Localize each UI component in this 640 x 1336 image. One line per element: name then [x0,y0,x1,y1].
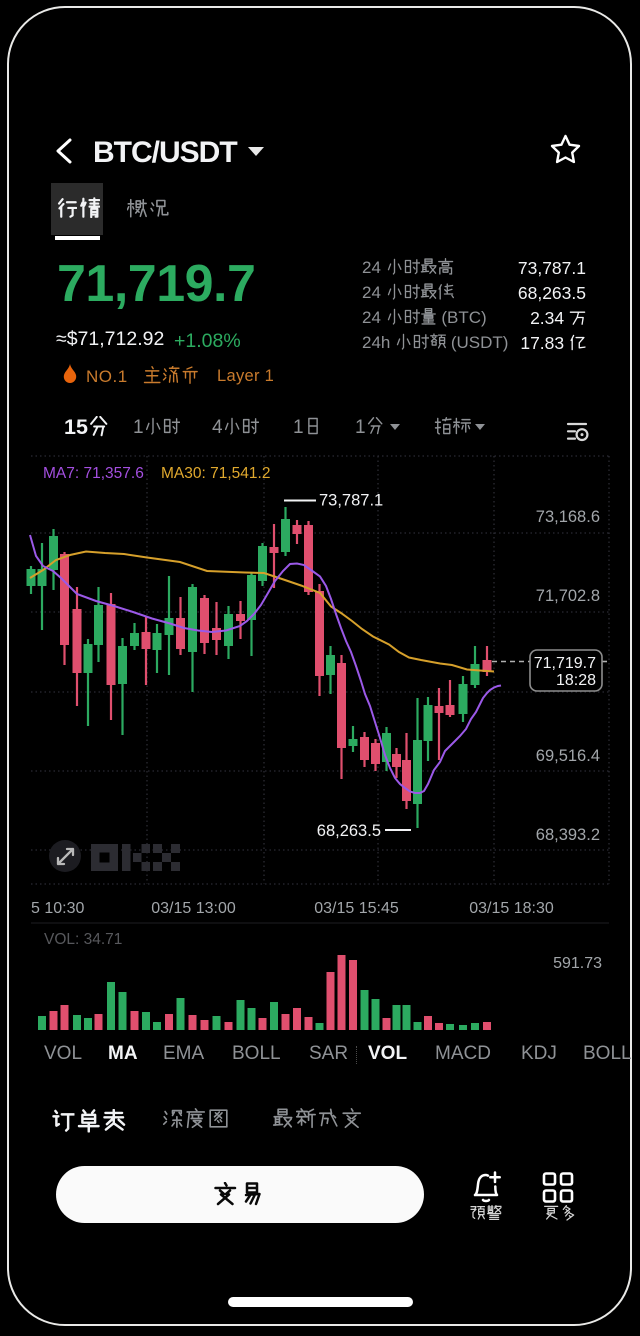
svg-text:18:28: 18:28 [556,672,596,689]
svg-text:71,702.8: 71,702.8 [536,587,600,605]
svg-text:03/15 15:45: 03/15 15:45 [314,900,399,917]
svg-text:69,516.4: 69,516.4 [536,747,600,765]
svg-text:68,263.5: 68,263.5 [317,822,381,840]
svg-text:MA7: 71,357.6: MA7: 71,357.6 [43,465,144,482]
svg-text:591.73: 591.73 [553,955,602,972]
svg-text:5 10:30: 5 10:30 [31,900,84,917]
svg-text:73,787.1: 73,787.1 [319,492,383,510]
svg-text:MA30: 71,541.2: MA30: 71,541.2 [161,465,270,482]
svg-text:71,719.7: 71,719.7 [534,655,596,672]
svg-text:68,393.2: 68,393.2 [536,826,600,844]
svg-text:03/15 18:30: 03/15 18:30 [469,900,554,917]
svg-text:73,168.6: 73,168.6 [536,508,600,526]
svg-text:03/15 13:00: 03/15 13:00 [151,900,236,917]
svg-text:VOL: 34.71: VOL: 34.71 [44,931,122,948]
